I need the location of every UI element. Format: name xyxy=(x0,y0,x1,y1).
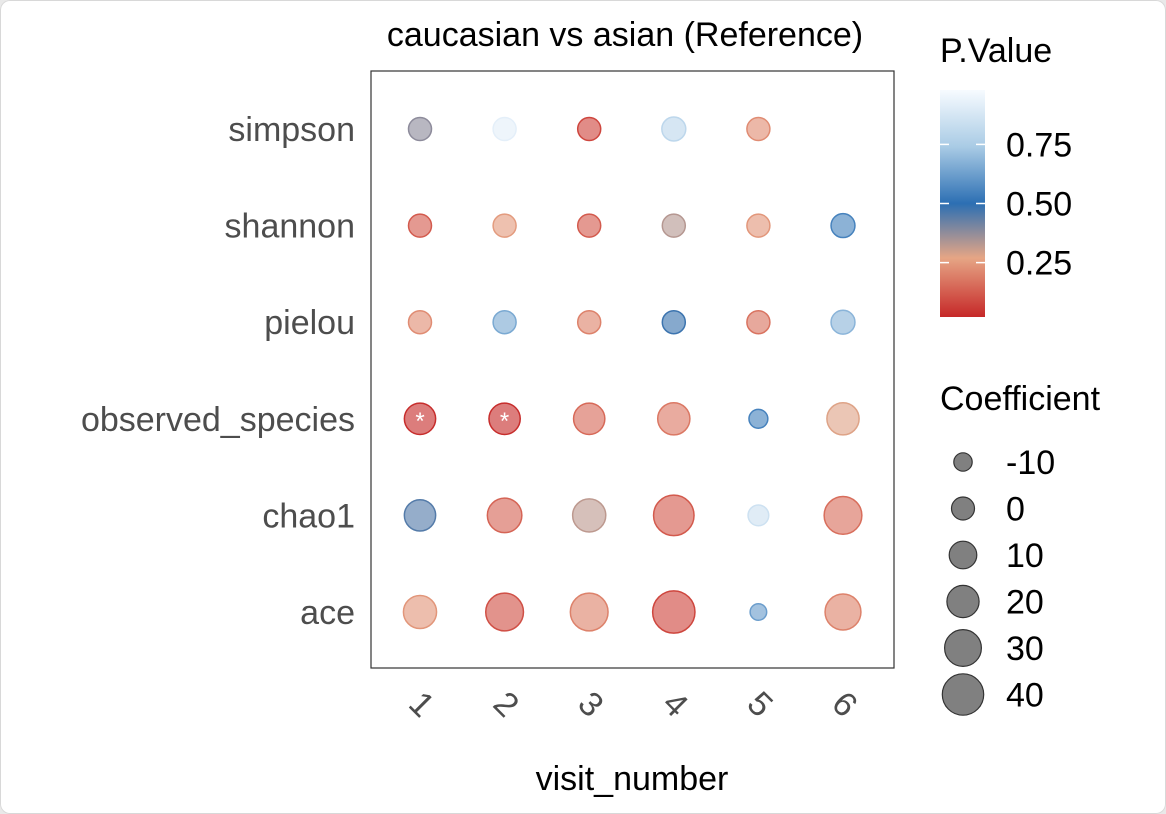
bubble-shannon-3 xyxy=(576,213,602,238)
y-tick-label: shannon xyxy=(225,208,355,246)
bubble-pielou-2 xyxy=(492,309,517,335)
bubble-ace-5 xyxy=(749,602,768,622)
size-legend-circle xyxy=(946,584,980,619)
bubble-observed_species-5 xyxy=(748,408,769,429)
bubble-ace-3 xyxy=(569,592,609,632)
y-axis-labels: simpson shannon pielou observed_specieschao… xyxy=(81,111,355,632)
bubble-shannon-6 xyxy=(830,212,856,239)
x-axis-title: visit_number xyxy=(536,760,729,798)
bubble-ace-6 xyxy=(824,593,862,631)
y-tick-label: ace xyxy=(300,594,355,632)
x-tick-label: 1 xyxy=(401,684,441,724)
bubble-shannon-2 xyxy=(492,213,517,238)
bubble-pielou-3 xyxy=(576,309,602,335)
size-legend-circle xyxy=(948,540,978,570)
x-tick-label: 2 xyxy=(486,684,526,724)
size-legend-label: 10 xyxy=(1006,537,1044,575)
color-tick-label: 0.50 xyxy=(1006,186,1072,224)
bubble-shannon-4 xyxy=(661,213,687,238)
color-tick-label: 0.25 xyxy=(1006,245,1072,283)
bubble-simpson-3 xyxy=(576,116,602,142)
size-legend: Coefficient -10 0 10 20 30 40 xyxy=(940,380,1101,716)
size-legend-label: 20 xyxy=(1006,584,1044,622)
data-points: * * xyxy=(402,116,863,634)
bubble-observed_species-2 xyxy=(488,402,521,436)
x-tick-label: 3 xyxy=(571,684,611,724)
bubble-shannon-5 xyxy=(746,213,771,238)
significance-mark: * xyxy=(500,408,509,435)
size-legend-title: Coefficient xyxy=(940,380,1101,418)
bubble-ace-2 xyxy=(484,592,525,632)
chart-title: caucasian vs asian (Reference) xyxy=(387,16,863,54)
bubble-pielou-1 xyxy=(407,309,433,335)
size-legend-label: -10 xyxy=(1006,444,1055,482)
bubble-observed_species-3 xyxy=(572,402,606,436)
bubble-ace-1 xyxy=(402,594,438,630)
bubble-simpson-5 xyxy=(746,116,771,142)
bubble-chao1-6 xyxy=(823,495,863,536)
bubble-simpson-1 xyxy=(407,116,433,142)
size-legend-circle xyxy=(950,496,976,521)
bubble-chao1-1 xyxy=(403,499,437,532)
color-legend-ticks: 0.25 0.50 0.75 xyxy=(940,126,1072,283)
bubble-observed_species-6 xyxy=(826,401,860,436)
bubble-chao1-3 xyxy=(571,498,607,533)
y-tick-label: observed_species xyxy=(81,401,355,439)
significance-mark: * xyxy=(415,408,424,435)
bubble-simpson-4 xyxy=(661,116,687,142)
color-legend-title: P.Value xyxy=(940,32,1052,70)
size-legend-circle xyxy=(941,673,985,716)
color-tick-label: 0.75 xyxy=(1006,126,1072,164)
bubble-observed_species-1 xyxy=(403,402,437,436)
bubble-pielou-6 xyxy=(830,309,856,335)
color-legend: P.Value 0.25 0.50 0.75 xyxy=(940,32,1072,317)
bubble-pielou-5 xyxy=(746,309,771,335)
plot-panel xyxy=(370,70,895,669)
bubble-chao1-2 xyxy=(486,497,523,534)
bubble-shannon-1 xyxy=(407,213,433,238)
bubble-chao1-5 xyxy=(747,504,770,527)
x-tick-label: 5 xyxy=(740,684,780,724)
bubble-ace-4 xyxy=(651,590,696,634)
x-tick-label: 4 xyxy=(655,684,695,724)
x-axis-labels: 1 2 3 4 5 6 xyxy=(401,684,864,724)
size-legend-label: 30 xyxy=(1006,630,1044,668)
y-tick-label: pielou xyxy=(264,304,355,342)
bubble-simpson-2 xyxy=(492,116,517,142)
y-tick-label: simpson xyxy=(228,111,355,149)
bubble-pielou-4 xyxy=(661,309,687,335)
size-legend-label: 0 xyxy=(1006,491,1025,529)
size-legend-label: 40 xyxy=(1006,677,1044,715)
size-legend-circle xyxy=(953,452,973,472)
bubble-observed_species-4 xyxy=(656,401,691,436)
y-tick-label: chao1 xyxy=(262,497,355,535)
size-legend-circle xyxy=(943,628,982,667)
size-legend-items: -10 0 10 20 30 40 xyxy=(941,444,1055,716)
x-tick-label: 6 xyxy=(824,684,864,724)
bubble-chao1-4 xyxy=(652,494,695,537)
